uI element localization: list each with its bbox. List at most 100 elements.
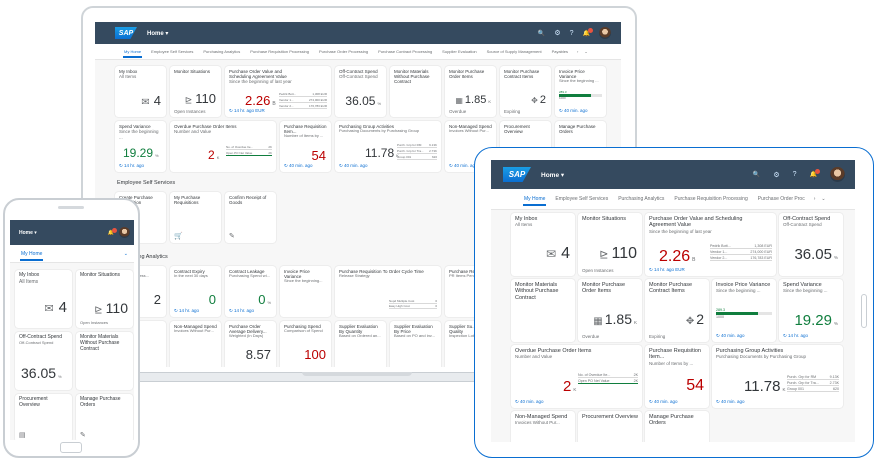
home-menu[interactable]: Home ▾ (19, 229, 37, 236)
help-icon[interactable]: ? (792, 171, 797, 178)
search-icon[interactable]: 🔍 (752, 172, 761, 178)
tile-nonmanaged-spend[interactable]: Non-Managed Spend Invoices Without Pur..… (511, 411, 575, 442)
tile-pr-items[interactable]: Purchase Requisition Item... Number of I… (280, 121, 331, 172)
tab-purchasing-analytics[interactable]: Purchasing Analytics (618, 196, 665, 202)
tile-my-purchase-requisitions[interactable]: My Purchase Requisitions 🛒 (170, 192, 221, 243)
chevron-down-icon[interactable]: ⌄ (123, 250, 128, 257)
tab-my-home[interactable]: My Home (519, 196, 550, 206)
tile-monitor-materials[interactable]: Monitor Materials Without Purchase Contr… (511, 279, 575, 342)
tile-manage-po[interactable]: Manage Purchase Orders ✎ (76, 394, 133, 440)
home-menu[interactable]: Home ▾ (541, 171, 565, 179)
tab-source-of-supply-management[interactable]: Source of Supply Management (486, 49, 542, 54)
tile-po-value[interactable]: Purchase Order Value and Scheduling Agre… (645, 213, 776, 276)
settings-icon[interactable]: ⚙ (773, 171, 780, 179)
avatar[interactable] (599, 27, 611, 39)
tile-confirm-receipt-of-goods[interactable]: Confirm Receipt of Goods ✎ (225, 192, 276, 243)
tile-supplier-evaluation-by-quantity[interactable]: Supplier Evaluation By Quantity Based on … (335, 321, 386, 367)
chevron-down-icon[interactable]: ⌄ (584, 49, 588, 54)
tile-spend-variance[interactable]: Spend Variance Since the beginning ... 1… (115, 121, 166, 172)
tile-off-contract[interactable]: Off-Contract Spend Off-Contract Spend 36… (15, 332, 72, 390)
tile-footer: ↻ 40 min. ago (559, 108, 588, 113)
settings-icon[interactable]: ⚙ (554, 30, 561, 37)
tile-title: Monitor Purchase Contract Items (504, 69, 540, 80)
tile-procurement-overview[interactable]: Procurement Overview ▤ (15, 394, 72, 440)
sap-logo[interactable]: SAP (503, 167, 531, 182)
tile-monitor-situations[interactable]: Monitor Situations ⊵ 110 Open Instances (578, 213, 642, 276)
tile-contract-expiry[interactable]: Contract Expiry In the next 30 days 0 ↻ 14 … (170, 266, 221, 317)
tile-monitor-materials[interactable]: Monitor Materials Without Purchase Contr… (76, 332, 133, 390)
tab-my-home[interactable]: My Home (16, 251, 47, 261)
mini-label: Group 001 (787, 386, 804, 391)
phone-home-button[interactable] (60, 442, 82, 453)
tab-employee-self-services[interactable]: Employee Self Services (151, 49, 194, 54)
tile-po-value[interactable]: Purchase Order Value and Scheduling Agre… (225, 66, 331, 117)
tile-title: Procurement Overview (582, 414, 638, 420)
tile-my-inbox[interactable]: My Inbox All Items ✉ 4 (115, 66, 166, 117)
tile-monitor-materials[interactable]: Monitor Materials Without Purchase Contr… (390, 66, 441, 117)
tile-pg-activities[interactable]: Purchasing Group Activities Purchasing D… (335, 121, 441, 172)
tile-non-managed-spend[interactable]: Non-Managed Spend Invoices Without Pur... (170, 321, 221, 367)
tile-monitor-pc-items[interactable]: Monitor Purchase Contract Items ✥ 2 Expir… (645, 279, 709, 342)
tile-monitor-po-items[interactable]: Monitor Purchase Order Items ▦ 1.85 K Over… (445, 66, 496, 117)
tab-purchase-contract-processing[interactable]: Purchase Contract Processing (378, 49, 433, 54)
tile-spend-variance[interactable]: Spend Variance Since the beginning ... 1… (779, 279, 843, 342)
tile-title: My Inbox (19, 272, 40, 278)
tab-purchase-order-processing[interactable]: Purchase Order Processing (319, 49, 369, 54)
tab-supplier-evaluation[interactable]: Supplier Evaluation (442, 49, 477, 54)
mini-label: Pedrik Bott... (710, 243, 731, 248)
search-icon[interactable]: 🔍 (537, 30, 546, 37)
tile-purchase-requisition-to-order-cycle-time[interactable]: Purchase Requisition To Order Cycle Time… (335, 266, 441, 317)
tile-monitor-situations[interactable]: Monitor Situations ⊵ 110 Open Instances (170, 66, 221, 117)
refresh-icon: ↻ (229, 108, 235, 113)
tile-monitor-situations[interactable]: Monitor Situations ⊵ 110 Open Instances (76, 270, 133, 328)
tile-invoice-variance[interactable]: Invoice Price Variance Since the beginni… (712, 279, 776, 342)
sap-logo[interactable]: SAP (115, 27, 137, 39)
tile-invoice-price-variance[interactable]: Invoice Price Variance Since the beginnin… (280, 266, 331, 317)
bell-icon[interactable]: 🔔 (108, 227, 117, 236)
tile-contract-leakage[interactable]: Contract Leakage Purchasing Spend wi... 0%… (225, 266, 276, 317)
bell-icon[interactable]: 🔔 (583, 27, 593, 37)
tile-subtitle: Based on PO and inv... (394, 333, 435, 339)
tile-purchase-order-average-delivery-[interactable]: Purchase Order Average Delivery... Weight… (225, 321, 276, 367)
tile-invoice-variance[interactable]: Invoice Price Variance Since the beginni… (555, 66, 606, 117)
tile-procurement-overview[interactable]: Procurement Overview (578, 411, 642, 442)
kpi-unit: % (58, 374, 62, 379)
more-tabs-icon[interactable]: › (813, 196, 816, 202)
chevron-down-icon[interactable]: ⌄ (821, 196, 826, 202)
tile-row-1: My Inbox All Items ✉ 4 Monitor Situations… (115, 66, 606, 117)
tile-off-contract[interactable]: Off-Contract Spend Off-Contract Spend 36… (779, 213, 843, 276)
tab-purchasing-analytics[interactable]: Purchasing Analytics (203, 49, 241, 54)
bell-icon[interactable]: 🔔 (810, 169, 820, 178)
tile-manage-po[interactable]: Manage Purchase Orders (645, 411, 709, 442)
tile-monitor-pc-items[interactable]: Monitor Purchase Contract Items ✥ 2 Expir… (500, 66, 551, 117)
tile-kpi: 0 (209, 292, 216, 307)
kpi-value: 19.29 (794, 312, 832, 329)
tablet-side-button[interactable] (861, 294, 867, 328)
tile-supplier-evaluation-by-price[interactable]: Supplier Evaluation By Price Based on PO … (390, 321, 441, 367)
tab-purchase-requisition-processing[interactable]: Purchase Requisition Processing (674, 196, 748, 202)
tab-purchase-order-proc[interactable]: Purchase Order Proc (757, 196, 805, 202)
tile-overdue-po[interactable]: Overdue Purchase Order Items Number and … (511, 345, 642, 408)
tile-off-contract[interactable]: Off-Contract Spend Off-Contract Spend 36… (335, 66, 386, 117)
kpi-number: 2 (208, 148, 215, 162)
tab-payables[interactable]: Payables (551, 49, 569, 54)
tile-pg-activities[interactable]: Purchasing Group Activities Purchasing D… (712, 345, 843, 408)
tile-overdue-po[interactable]: Overdue Purchase Order Items Number and … (170, 121, 276, 172)
tile-my-inbox[interactable]: My Inbox All Items ✉ 4 (15, 270, 72, 328)
more-tabs-icon[interactable]: › (577, 49, 579, 54)
tile-monitor-po-items[interactable]: Monitor Purchase Order Items ▦ 1.85 K Over… (578, 279, 642, 342)
tile-pr-items[interactable]: Purchase Requisition Item... Number of I… (645, 345, 709, 408)
tile-title: Manage Purchase Orders (80, 396, 121, 408)
tab-employee-self-services[interactable]: Employee Self Services (555, 196, 609, 202)
help-icon[interactable]: ? (569, 29, 574, 37)
avatar[interactable] (119, 227, 130, 238)
tile-my-inbox[interactable]: My Inbox All Items ✉ 4 (511, 213, 575, 276)
home-menu[interactable]: Home ▾ (147, 30, 169, 37)
tile-purchasing-spend[interactable]: Purchasing Spend Comparison of Spend 100 (280, 321, 331, 367)
tab-my-home[interactable]: My Home (119, 49, 146, 58)
avatar[interactable] (830, 167, 845, 182)
tab-purchase-requisition-processing[interactable]: Purchase Requisition Processing (250, 49, 309, 54)
tile-subtitle: Invoices Without Pur... (449, 128, 489, 134)
